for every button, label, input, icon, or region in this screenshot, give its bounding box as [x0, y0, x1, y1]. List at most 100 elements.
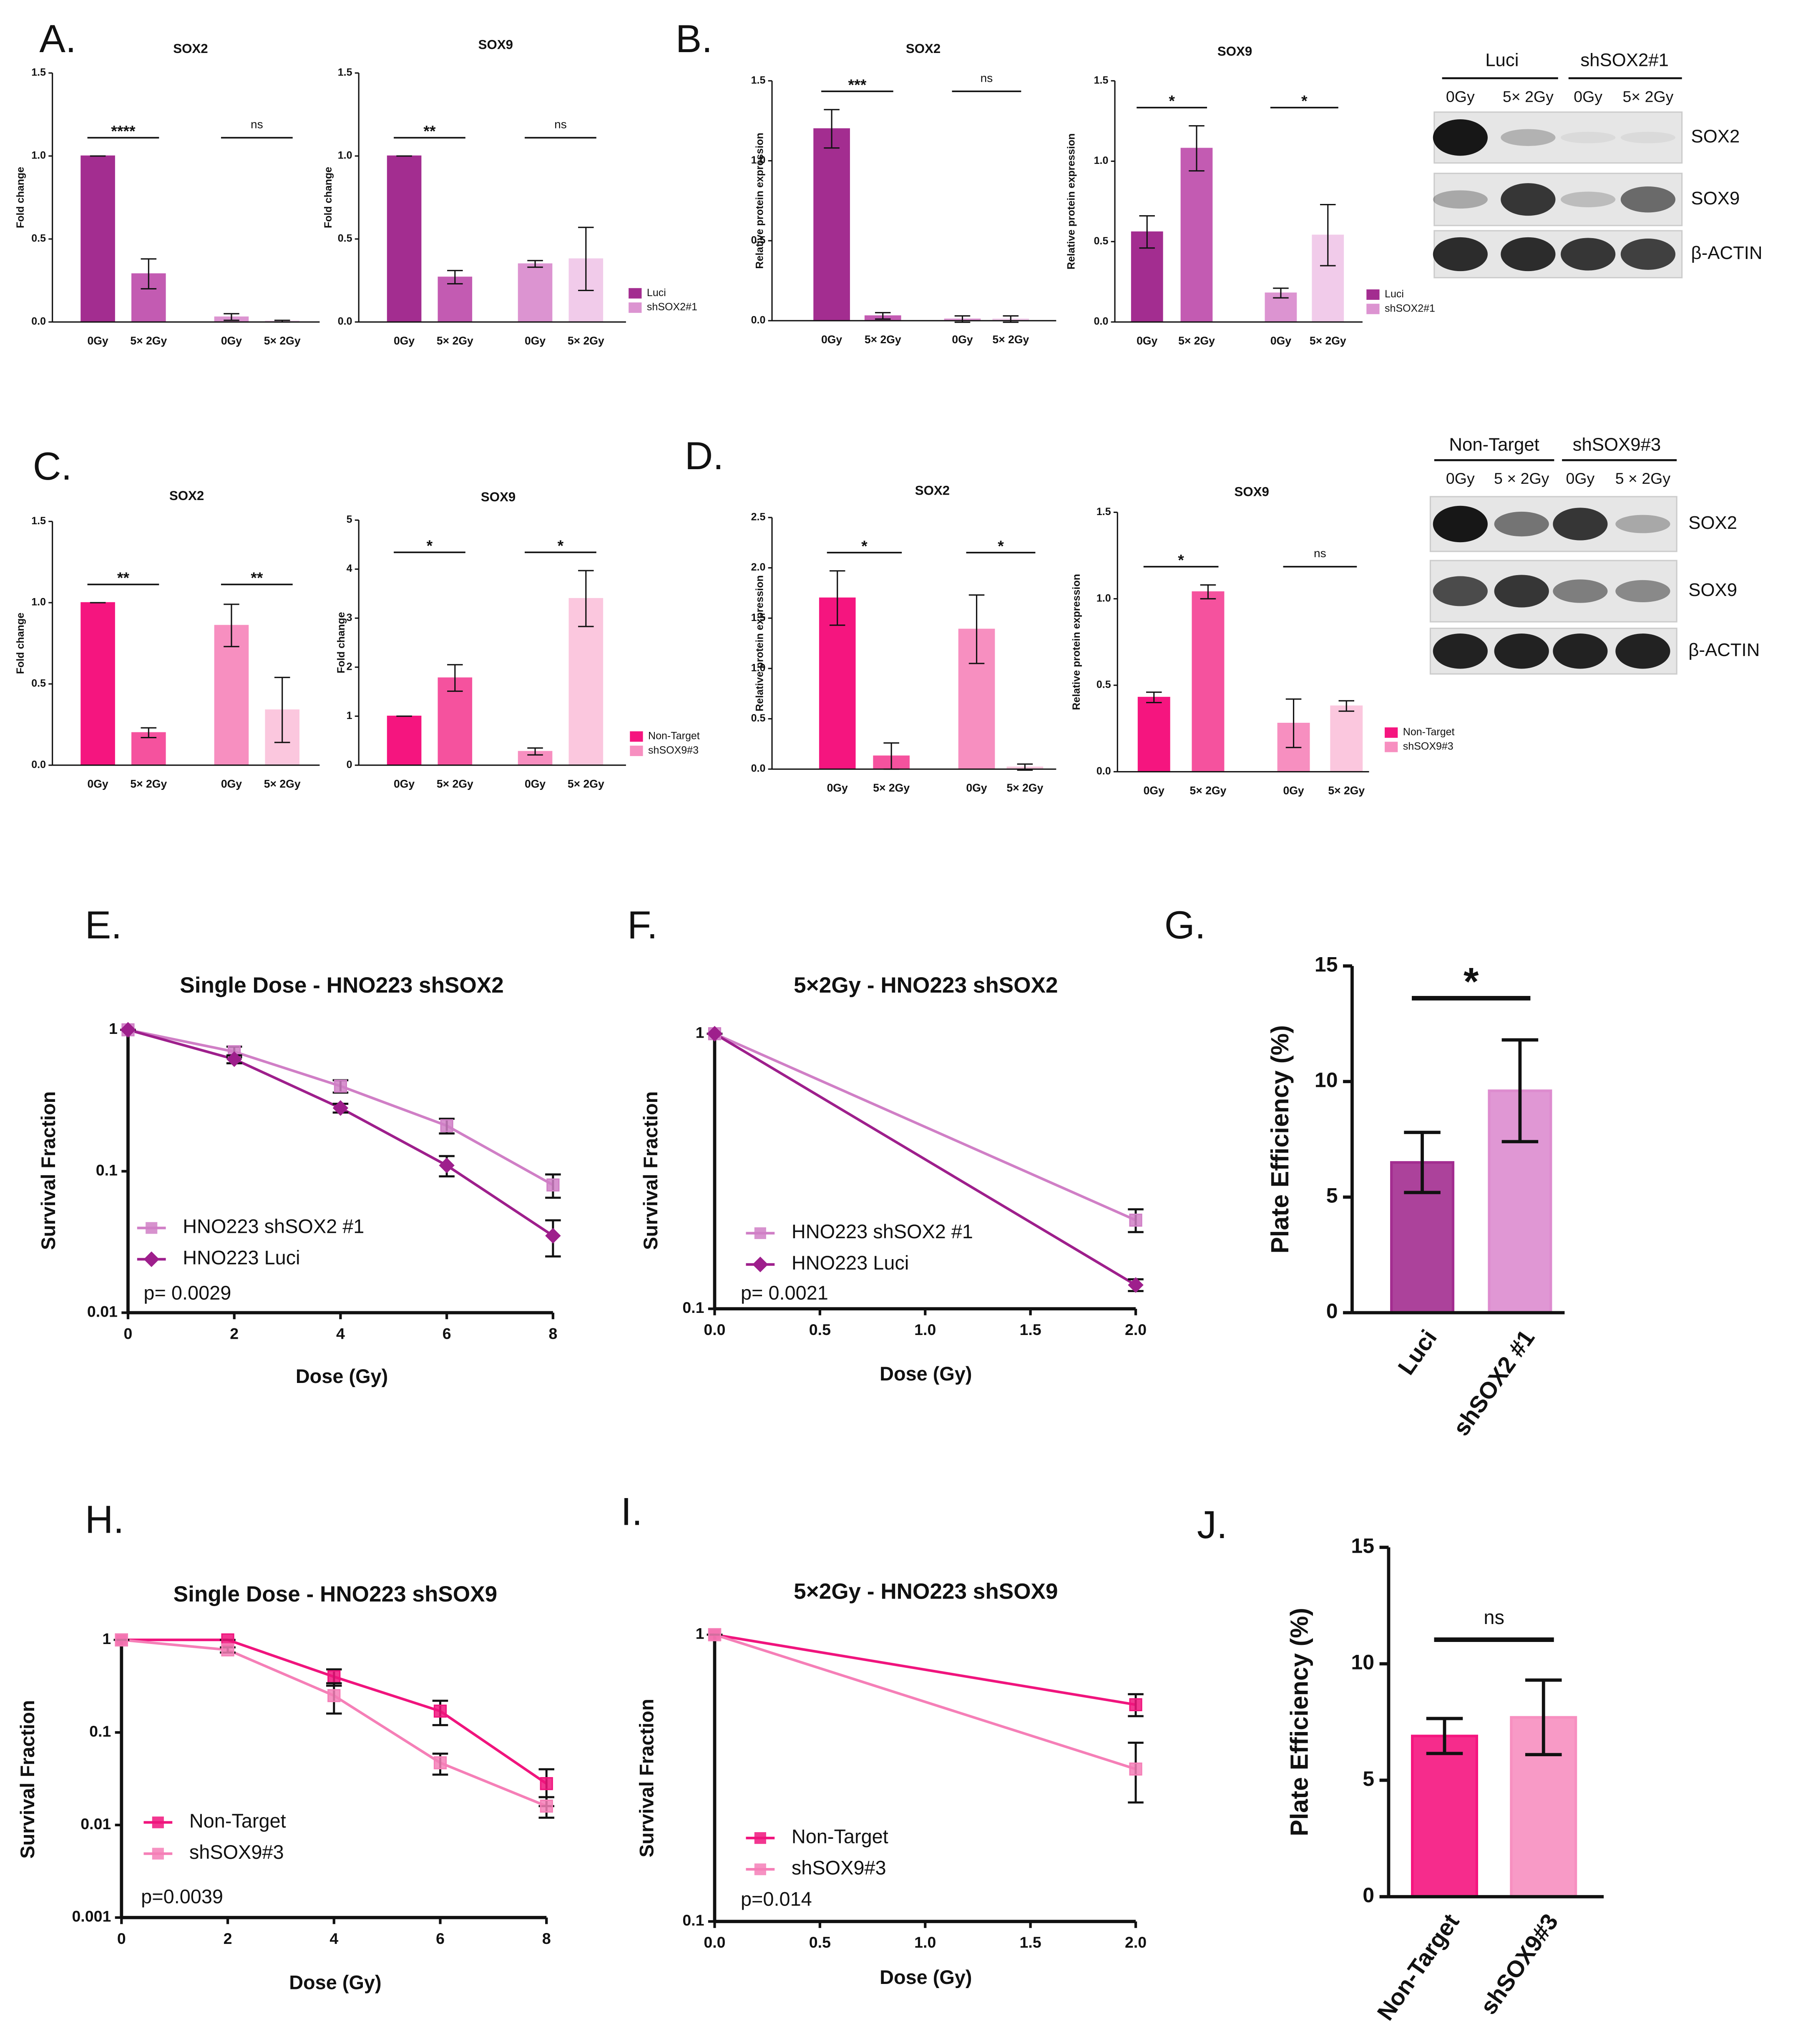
panel-label: J. — [1197, 1503, 1227, 1546]
error-bar — [527, 747, 543, 756]
x-tick-label: 5× 2Gy — [873, 782, 910, 794]
x-tick-label: 5× 2Gy — [1328, 784, 1365, 797]
significance-label: * — [1464, 959, 1479, 1003]
error-bar — [1426, 1717, 1463, 1755]
x-axis-label: Dose (Gy) — [880, 1966, 972, 1988]
y-tick-label: 5 — [1326, 1184, 1338, 1207]
y-tick-label: 1.0 — [751, 154, 766, 166]
legend-marker — [754, 1863, 766, 1876]
x-tick-label: 0.0 — [704, 1321, 725, 1338]
data-point — [334, 1079, 347, 1093]
significance-label: **** — [111, 122, 136, 140]
data-point — [540, 1777, 553, 1790]
y-axis-label: Survival Fraction — [17, 1700, 38, 1858]
blot-band — [1433, 634, 1488, 669]
series-line — [714, 1633, 1137, 1770]
bar — [80, 155, 115, 323]
blot-band — [1433, 119, 1488, 156]
y-tick-label: 5 — [347, 514, 352, 525]
blot-group: shSOX9#3 — [1573, 435, 1661, 455]
significance-label: * — [1301, 92, 1308, 110]
blot-lane: 0Gy — [1566, 470, 1595, 487]
significance-label: * — [427, 537, 433, 554]
x-tick-label: 0.5 — [809, 1933, 831, 1951]
blot-band — [1494, 575, 1549, 608]
error-bar — [1404, 1131, 1441, 1194]
x-axis-label: Dose (Gy) — [289, 1972, 381, 1994]
legend-marker — [152, 1816, 164, 1828]
error-bar — [141, 258, 157, 289]
x-tick-label: shSOX9#3 — [1475, 1909, 1563, 2019]
y-axis-label: Relative protein expression — [1066, 133, 1077, 270]
legend-swatch — [1366, 304, 1380, 314]
data-point — [221, 1643, 234, 1657]
data-point — [327, 1689, 341, 1702]
legend-label: shSOX2#1 — [1385, 302, 1435, 314]
bar — [1411, 1735, 1479, 1898]
blot-group: shSOX2#1 — [1580, 50, 1669, 70]
legend-label: Non-Target — [189, 1810, 286, 1832]
x-tick-label: shSOX2 #1 — [1448, 1325, 1539, 1441]
data-point — [1129, 1762, 1142, 1776]
x-tick-label: 0Gy — [221, 334, 242, 347]
y-tick-label: 0.5 — [338, 233, 352, 244]
x-tick-label: 5× 2Gy — [1007, 782, 1044, 794]
blot-lane: 0Gy — [1446, 88, 1475, 105]
bar — [813, 128, 850, 322]
blot-band — [1433, 237, 1488, 272]
x-tick-label: 0Gy — [1283, 784, 1304, 797]
blot-band — [1561, 238, 1616, 271]
blot-lane: 5× 2Gy — [1503, 88, 1554, 105]
panel-label: E. — [85, 903, 122, 947]
panel-label: A. — [39, 17, 76, 60]
panel-label: B. — [676, 17, 713, 60]
x-tick-label: 5× 2Gy — [264, 778, 301, 790]
bar — [819, 597, 856, 770]
error-bar — [1525, 1678, 1562, 1757]
chart-title: SOX9 — [481, 490, 516, 504]
x-tick-label: 5× 2Gy — [437, 778, 473, 790]
series-line — [121, 1638, 547, 1808]
y-tick-label: 0.0 — [1094, 316, 1109, 327]
series-line — [128, 1028, 554, 1237]
significance-label: * — [1169, 92, 1175, 110]
blot-band — [1433, 505, 1488, 543]
significance-label: ns — [981, 71, 993, 84]
panel-label: D. — [685, 434, 724, 478]
data-point — [1129, 1698, 1142, 1712]
legend-label: HNO223 Luci — [792, 1252, 909, 1274]
x-axis-label: Dose (Gy) — [880, 1363, 972, 1385]
error-bar — [968, 594, 985, 664]
y-tick-label: 2 — [347, 661, 352, 672]
error-bar — [1285, 698, 1302, 748]
y-tick-label: 0.5 — [1094, 235, 1109, 247]
significance-label: ** — [423, 122, 436, 140]
x-tick-label: 1.0 — [914, 1933, 936, 1951]
y-axis-label: Plate Efficiency (%) — [1285, 1608, 1313, 1836]
y-axis-label: Survival Fraction — [38, 1091, 59, 1250]
y-tick-label: 1.0 — [751, 662, 766, 674]
blot-band — [1615, 515, 1670, 533]
y-tick-label: 0.5 — [31, 233, 46, 244]
y-tick-label: 0.001 — [72, 1908, 111, 1925]
y-axis-label: Fold change — [15, 167, 26, 228]
x-axis-label: Dose (Gy) — [296, 1365, 388, 1387]
y-tick-label: 1.5 — [338, 67, 352, 78]
error-bar — [274, 676, 290, 743]
y-tick-label: 10 — [1351, 1651, 1374, 1674]
y-tick-label: 4 — [347, 563, 352, 574]
y-tick-label: 2.0 — [751, 561, 766, 573]
error-bar — [1320, 204, 1336, 266]
y-tick-label: 0.0 — [751, 763, 766, 774]
data-point — [433, 1756, 447, 1770]
significance-label: ns — [1314, 547, 1326, 560]
y-axis-label: Relative protein expression — [754, 575, 765, 712]
series-line — [714, 1032, 1137, 1222]
legend-marker — [152, 1848, 164, 1860]
error-bar — [1273, 287, 1289, 299]
x-tick-label: 8 — [542, 1930, 551, 1947]
blot-band — [1615, 634, 1670, 669]
blot-row-label: SOX2 — [1688, 513, 1737, 533]
chart-title: Single Dose - HNO223 shSOX2 — [180, 973, 503, 998]
x-tick-label: 5× 2Gy — [1178, 334, 1215, 347]
